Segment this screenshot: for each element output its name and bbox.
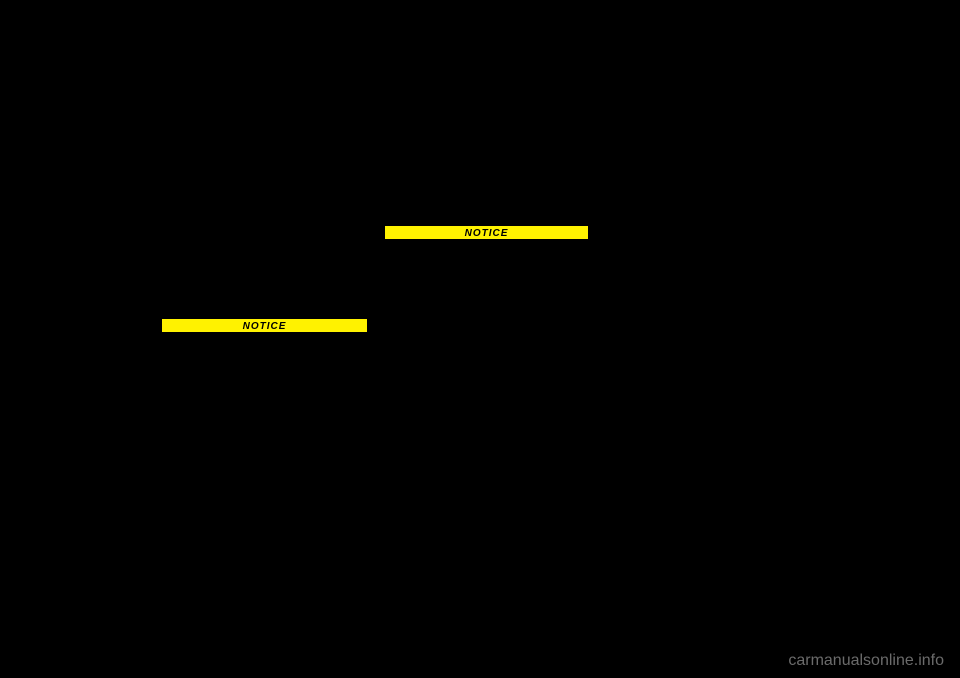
watermark-text: carmanualsonline.info bbox=[788, 652, 944, 670]
notice-box-right: NOTICE bbox=[384, 225, 589, 240]
notice-box-left: NOTICE bbox=[161, 318, 368, 333]
page-container: NOTICE NOTICE carmanualsonline.info bbox=[0, 0, 960, 678]
